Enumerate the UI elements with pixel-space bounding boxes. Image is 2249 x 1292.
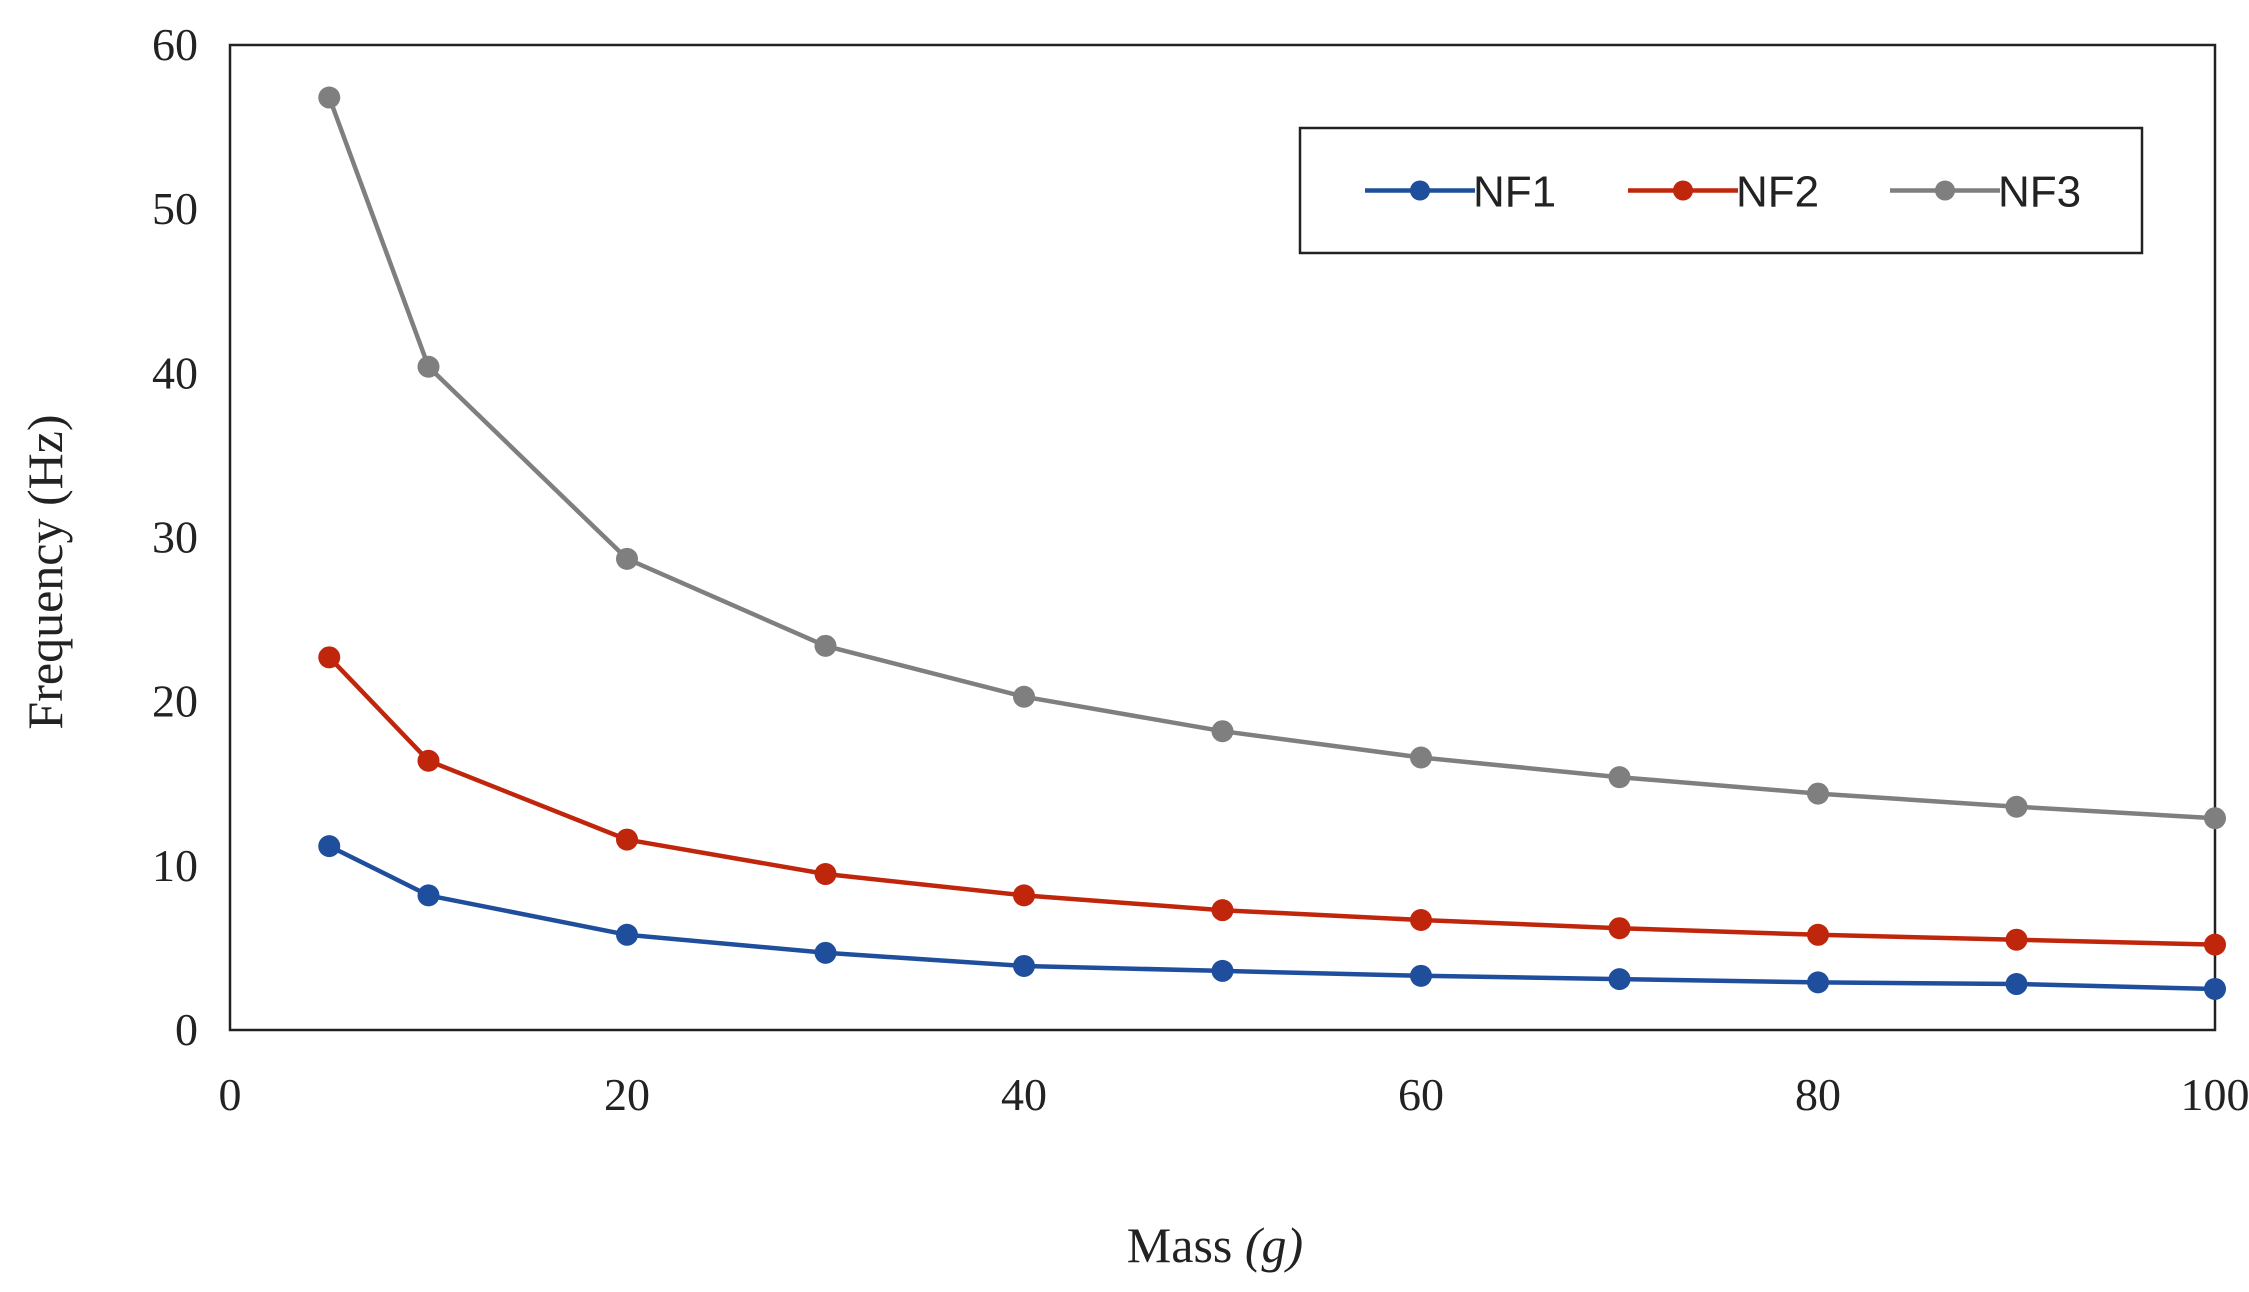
legend-marker-nf1 (1410, 180, 1430, 201)
y-tick-label: 0 (175, 1004, 198, 1055)
x-tick-label: 100 (2181, 1069, 2249, 1120)
data-point-nf3 (616, 547, 638, 570)
data-point-nf2 (417, 749, 440, 772)
data-point-nf3 (1013, 685, 1035, 708)
data-point-nf2 (2005, 928, 2028, 951)
legend-marker-nf3 (1935, 180, 1955, 201)
y-tick-label: 50 (152, 183, 198, 234)
data-point-nf1 (814, 941, 837, 964)
data-point-nf1 (2204, 977, 2226, 1000)
plot-frame (228, 43, 2217, 1032)
legend-marker-nf2 (1673, 180, 1693, 201)
data-point-nf2 (616, 828, 638, 851)
data-point-nf1 (417, 884, 440, 907)
y-tick-label: 10 (152, 840, 198, 891)
x-tick-label: 60 (1398, 1069, 1444, 1120)
data-point-nf3 (1410, 746, 1432, 769)
data-point-nf2 (1410, 909, 1432, 932)
data-point-nf3 (1608, 766, 1631, 789)
y-tick-label: 60 (152, 19, 198, 70)
data-point-nf1 (1807, 971, 1829, 994)
data-point-nf2 (814, 863, 837, 886)
data-point-nf2 (1013, 884, 1035, 907)
legend-label-nf2: NF2 (1736, 168, 1819, 217)
legend-label-nf1: NF1 (1473, 168, 1556, 217)
data-point-nf2 (1608, 917, 1631, 940)
x-tick-label: 0 (219, 1069, 242, 1120)
y-tick-label: 20 (152, 676, 198, 727)
data-point-nf3 (318, 86, 341, 109)
data-point-nf3 (2204, 807, 2226, 830)
x-tick-label: 80 (1795, 1069, 1841, 1120)
data-point-nf1 (1013, 954, 1035, 977)
data-point-nf2 (2204, 933, 2226, 956)
data-point-nf2 (1211, 899, 1234, 922)
y-axis-title: Frequency (Hz) (17, 414, 73, 729)
x-axis-title: Mass (g) (1127, 1217, 1303, 1273)
data-point-nf1 (1410, 964, 1432, 987)
legend-label-nf3: NF3 (1998, 168, 2081, 217)
data-point-nf1 (1608, 968, 1631, 991)
data-point-nf1 (318, 835, 341, 858)
data-point-nf3 (417, 355, 440, 378)
data-point-nf2 (1807, 923, 1829, 946)
x-tick-label: 40 (1001, 1069, 1047, 1120)
data-point-nf3 (814, 634, 837, 657)
x-tick-label: 20 (604, 1069, 650, 1120)
data-point-nf1 (616, 923, 638, 946)
data-point-nf3 (2005, 795, 2028, 818)
data-point-nf1 (2005, 973, 2028, 996)
data-point-nf3 (1807, 782, 1829, 805)
data-point-nf3 (1211, 720, 1234, 743)
y-tick-label: 30 (152, 512, 198, 563)
data-point-nf1 (1211, 959, 1234, 982)
data-point-nf2 (318, 646, 341, 669)
y-tick-label: 40 (152, 347, 198, 398)
